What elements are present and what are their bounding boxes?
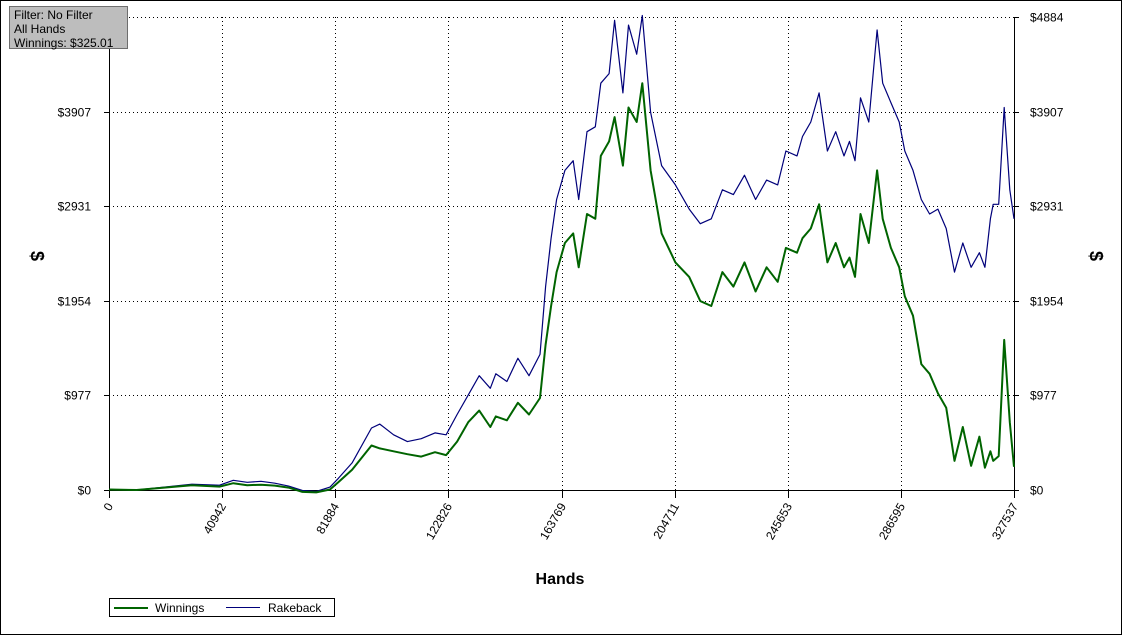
x-tick-label: 122826 xyxy=(423,500,455,542)
series-line-rakeback xyxy=(108,14,1015,493)
series-line-winnings xyxy=(108,82,1015,494)
y-tick-label-left: $1954 xyxy=(58,295,92,309)
legend-swatch-rakeback xyxy=(226,607,260,608)
chart-legend: Winnings Rakeback xyxy=(109,598,335,617)
y-tick-label-left: $3907 xyxy=(58,106,92,120)
x-tick-label: 327537 xyxy=(989,500,1021,542)
y-tick-label-right: $4884 xyxy=(1030,11,1064,25)
legend-item-winnings[interactable]: Winnings xyxy=(110,601,222,615)
filter-info-box: Filter: No Filter All Hands Winnings: $3… xyxy=(9,6,128,50)
x-tick-label: 40942 xyxy=(200,500,229,536)
hands-label: All Hands xyxy=(14,22,66,36)
series-layer xyxy=(108,14,1015,494)
label-layer: $0 $0 $977 $977 $1954 $1954 $2931 $2931 $3907 $39… xyxy=(58,11,1064,543)
legend-label-winnings: Winnings xyxy=(155,601,205,615)
x-tick-label: 163769 xyxy=(537,500,569,542)
y-tick-label-right: $2931 xyxy=(1030,200,1064,214)
y-tick-label-left: $0 xyxy=(78,484,92,498)
x-tick-label: 204711 xyxy=(650,500,682,541)
x-tick-label: 286595 xyxy=(876,500,908,542)
x-axis-title: Hands xyxy=(536,571,585,588)
grid-layer xyxy=(109,17,1014,490)
filter-label: Filter: No Filter xyxy=(14,8,93,22)
y-axis-title-left: $ xyxy=(27,251,47,261)
axis-layer xyxy=(104,17,1019,498)
y-tick-label-left: $977 xyxy=(64,389,91,403)
y-axis-title-right: $ xyxy=(1086,251,1106,261)
y-tick-label-right: $3907 xyxy=(1030,106,1064,120)
y-tick-label-left: $2931 xyxy=(58,200,92,214)
legend-item-rakeback[interactable]: Rakeback xyxy=(222,601,334,615)
winnings-total-label: Winnings: $325.01 xyxy=(14,36,114,50)
x-tick-label: 0 xyxy=(101,500,117,513)
x-tick-label: 81884 xyxy=(313,500,342,536)
x-tick-label: 245653 xyxy=(763,500,795,542)
legend-swatch-winnings xyxy=(114,607,148,609)
y-tick-label-right: $1954 xyxy=(1030,295,1064,309)
y-tick-label-right: $977 xyxy=(1030,389,1057,403)
legend-label-rakeback: Rakeback xyxy=(268,601,322,615)
y-tick-label-right: $0 xyxy=(1030,484,1044,498)
